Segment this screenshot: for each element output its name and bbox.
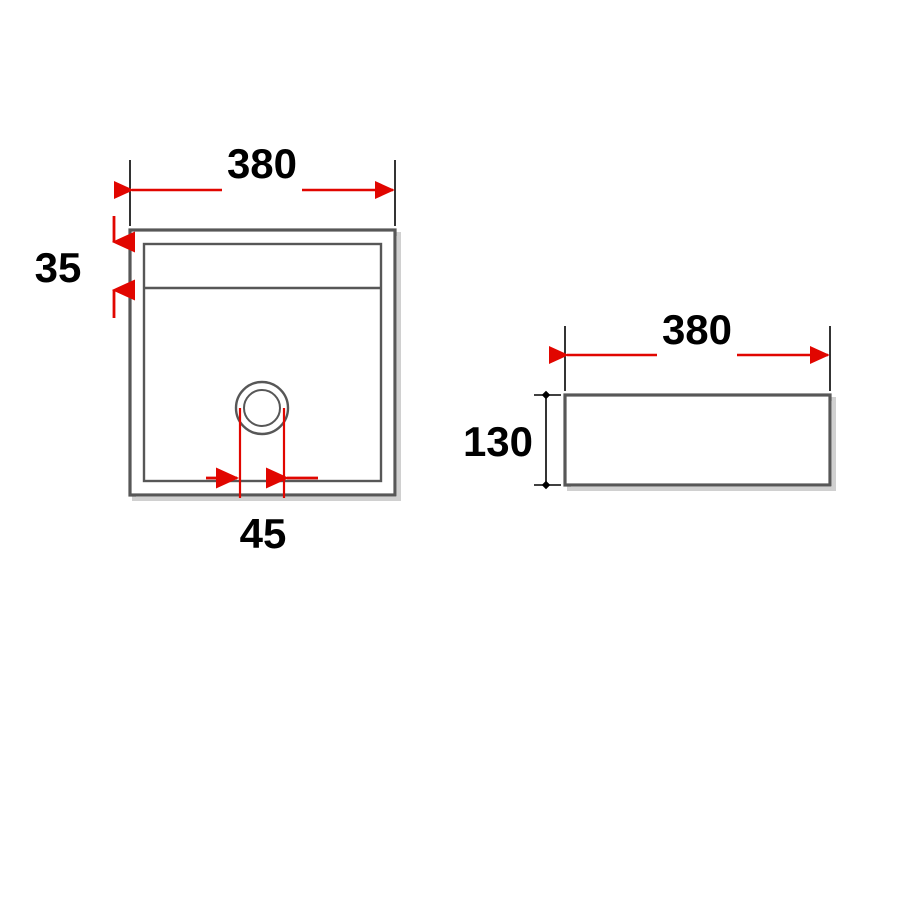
side-view-rect <box>565 395 830 485</box>
dim-label-130: 130 <box>463 418 533 465</box>
top-view <box>130 230 399 499</box>
dim-label-380: 380 <box>227 140 297 187</box>
technical-drawing: 380 35 45 380 <box>0 0 900 900</box>
dim-label-45: 45 <box>240 510 287 557</box>
drain-inner-circle <box>244 390 280 426</box>
dim-label-35: 35 <box>35 244 82 291</box>
dim-side-height-130: 130 <box>463 391 561 489</box>
dim-shelf-35-clean: 35 <box>35 216 114 318</box>
top-view-outer <box>130 230 395 495</box>
side-view <box>565 395 834 489</box>
dim-top-width-380: 380 <box>130 140 395 226</box>
dim-side-width-380: 380 <box>565 306 830 391</box>
dim-label-side-380: 380 <box>662 306 732 353</box>
